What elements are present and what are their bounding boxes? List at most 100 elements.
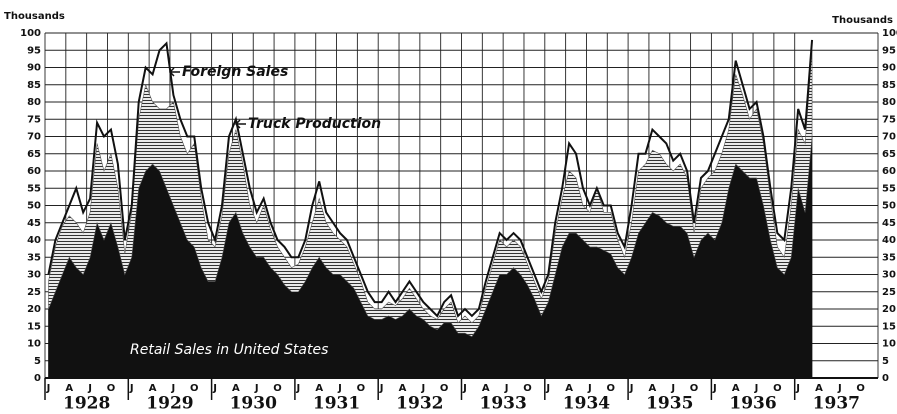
y-tick-label: 75 [27,114,41,125]
y-tick-label: 70 [27,132,41,143]
x-tick-label: J [712,383,717,394]
x-tick-label: O [357,383,366,394]
y-axis-label: Thousands [4,11,65,22]
y-tick-label: 40 [882,235,896,246]
y-tick-label: 90 [27,63,41,74]
x-tick-label: O [856,383,865,394]
x-tick-label: A [65,383,73,394]
annotation-arrow [168,67,180,77]
y-tick-label: 70 [882,132,896,143]
x-tick-label: O [273,383,282,394]
x-tick-label: J [587,383,592,394]
year-label: 1933 [479,394,526,414]
x-tick-label: J [754,383,759,394]
y-tick-label: 65 [27,149,41,160]
year-label: 1936 [729,394,776,414]
year-label: 1934 [563,394,610,414]
annotation-arrow [234,119,246,129]
x-tick-label: A [399,383,407,394]
y-tick-label: 65 [882,149,896,160]
y-tick-label: 10 [882,339,896,350]
x-tick-label: A [565,383,573,394]
y-tick-label: 45 [882,218,896,229]
y-tick-label: 35 [882,252,896,263]
y-tick-label: 30 [882,270,896,281]
x-tick-label: A [815,383,823,394]
year-label: 1937 [813,394,860,414]
x-tick-label: A [315,383,323,394]
y-tick-label: 10 [27,339,41,350]
truck-production-line [47,39,814,318]
x-tick-label: O [190,383,199,394]
year-label: 1928 [63,394,110,414]
y-tick-label: 75 [882,114,896,125]
x-tick-label: J [837,383,842,394]
x-tick-label: J [46,383,51,394]
y-tick-label: 90 [882,63,896,74]
y-tick-label: 95 [27,45,41,56]
x-tick-label: J [171,383,176,394]
y-tick-label: 55 [882,183,896,194]
x-tick-label: J [545,383,550,394]
x-tick-label: J [379,383,384,394]
y-tick-label: 20 [882,304,896,315]
y-tick-label: 25 [27,287,41,298]
y-tick-label: 55 [27,183,41,194]
year-label: 1931 [313,394,360,414]
x-tick-label: A [482,383,490,394]
y-axis-label: Thousands [832,15,893,26]
year-label: 1932 [396,394,443,414]
y-tick-label: 5 [882,356,889,367]
year-label: 1935 [646,394,693,414]
y-tick-label: 5 [34,356,41,367]
y-tick-label: 60 [27,166,41,177]
x-tick-label: J [87,383,92,394]
y-tick-label: 50 [27,201,41,212]
y-tick-label: 50 [882,201,896,212]
y-tick-label: 60 [882,166,896,177]
x-tick-label: J [296,383,301,394]
y-tick-label: 80 [27,97,41,108]
x-tick-label: O [523,383,532,394]
y-tick-label: 0 [34,373,41,384]
y-tick-label: 100 [20,28,41,39]
x-tick-label: A [232,383,240,394]
x-tick-label: J [670,383,675,394]
y-tick-label: 85 [27,80,41,91]
x-tick-label: O [440,383,449,394]
x-tick-label: A [649,383,657,394]
x-tick-label: J [462,383,467,394]
x-tick-label: O [773,383,782,394]
foreign-sales-area [48,50,813,337]
year-label: 1929 [146,394,193,414]
y-tick-label: 85 [882,80,896,91]
y-tick-label: 40 [27,235,41,246]
y-tick-label: 15 [27,321,41,332]
y-tick-label: 0 [882,373,889,384]
y-tick-label: 100 [882,28,897,39]
x-tick-label: A [149,383,157,394]
x-tick-label: J [420,383,425,394]
y-tick-label: 45 [27,218,41,229]
x-tick-label: J [504,383,509,394]
y-tick-label: 25 [882,287,896,298]
annotation: Foreign Sales [182,64,288,80]
y-tick-label: 20 [27,304,41,315]
x-tick-label: J [795,383,800,394]
y-tick-label: 95 [882,45,896,56]
x-tick-label: J [254,383,259,394]
x-tick-label: O [606,383,615,394]
x-tick-label: J [129,383,134,394]
y-tick-label: 35 [27,252,41,263]
x-tick-label: O [107,383,116,394]
y-tick-label: 30 [27,270,41,281]
year-label: 1930 [230,394,277,414]
annotation: Retail Sales in United States [130,342,328,358]
annotation: Truck Production [248,116,381,132]
y-tick-label: 15 [882,321,896,332]
x-tick-label: J [212,383,217,394]
x-tick-label: A [732,383,740,394]
x-tick-label: O [690,383,699,394]
y-tick-label: 80 [882,97,896,108]
